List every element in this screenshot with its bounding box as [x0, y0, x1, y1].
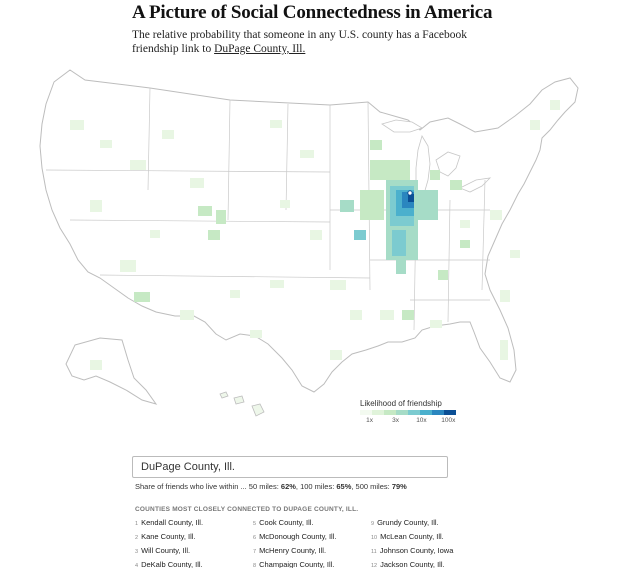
- list-item[interactable]: 2 Kane County, Ill.: [135, 532, 196, 541]
- legend-swatch: [420, 410, 432, 415]
- list-item[interactable]: 11 Johnson County, Iowa: [371, 546, 453, 555]
- list-item[interactable]: 12 Jackson County, Ill.: [371, 560, 445, 568]
- list-item[interactable]: 6 McDonough County, Ill.: [253, 532, 336, 541]
- list-item[interactable]: 9 Grundy County, Ill.: [371, 518, 439, 527]
- legend-tick-label: 10x: [416, 417, 427, 424]
- subtitle: The relative probability that someone in…: [132, 28, 512, 56]
- share-50-miles: 62%: [280, 482, 296, 491]
- county-fill-light: [70, 100, 560, 370]
- legend-tick-label: 3x: [392, 417, 399, 424]
- list-item[interactable]: 8 Champaign County, Ill.: [253, 560, 334, 568]
- list-item-county: Jackson County, Ill.: [380, 560, 445, 568]
- legend-swatch: [384, 410, 396, 415]
- list-item-county: DeKalb County, Ill.: [141, 560, 203, 568]
- share-sep-1: , 100 miles:: [295, 482, 337, 491]
- county-fill-medium: [134, 140, 470, 320]
- list-item-rank: 8: [253, 563, 257, 568]
- list-item-county: McHenry County, Ill.: [259, 546, 327, 555]
- legend-swatch: [360, 410, 372, 415]
- subtitle-text: The relative probability that someone in…: [132, 29, 468, 55]
- share-of-friends: Share of friends who live within ... 50 …: [135, 482, 407, 491]
- list-item-rank: 6: [253, 535, 257, 541]
- list-item-rank: 4: [135, 563, 139, 568]
- list-item[interactable]: 7 McHenry County, Ill.: [253, 546, 326, 555]
- list-item-rank: 10: [371, 535, 378, 541]
- list-item-rank: 2: [135, 535, 139, 541]
- subtitle-county-link[interactable]: DuPage County, Ill.: [214, 43, 306, 55]
- legend-swatch: [396, 410, 408, 415]
- county-fill-illinois: [340, 160, 438, 274]
- list-item[interactable]: 5 Cook County, Ill.: [253, 518, 314, 527]
- legend-color-scale: [360, 410, 456, 415]
- share-prefix: Share of friends who live within ... 50 …: [135, 482, 281, 491]
- list-item-rank: 11: [371, 549, 377, 555]
- list-item-county: McDonough County, Ill.: [259, 532, 337, 541]
- list-item-county: Kane County, Ill.: [141, 532, 196, 541]
- legend-swatch: [408, 410, 420, 415]
- list-item-county: Will County, Ill.: [141, 546, 191, 555]
- legend-swatch: [372, 410, 384, 415]
- list-item[interactable]: 4 DeKalb County, Ill.: [135, 560, 203, 568]
- legend-tick-label: 100x: [441, 417, 456, 424]
- legend-tick-label: 1x: [366, 417, 374, 424]
- map-legend: Likelihood of friendship 1x 3x 10x 100x: [360, 399, 460, 427]
- us-outline: [39, 69, 579, 417]
- list-item-rank: 12: [371, 563, 378, 568]
- list-item-rank: 7: [253, 549, 257, 555]
- list-item[interactable]: 1 Kendall County, Ill.: [135, 518, 203, 527]
- list-item-rank: 9: [371, 521, 375, 527]
- list-item-rank: 5: [253, 521, 257, 527]
- legend-ticks: 1x 3x 10x 100x: [360, 417, 456, 427]
- list-item[interactable]: 3 Will County, Ill.: [135, 546, 190, 555]
- connected-counties-heading: Counties most closely connected to DuPag…: [135, 506, 359, 513]
- list-item-county: McLean County, Ill.: [380, 532, 444, 541]
- us-county-map[interactable]: [30, 60, 605, 430]
- list-item-rank: 3: [135, 549, 139, 555]
- list-item-county: Champaign County, Ill.: [259, 560, 335, 568]
- legend-title: Likelihood of friendship: [360, 399, 442, 408]
- list-item-county: Cook County, Ill.: [259, 518, 314, 527]
- legend-swatch: [432, 410, 444, 415]
- legend-swatch: [444, 410, 456, 415]
- list-item-county: Grundy County, Ill.: [377, 518, 439, 527]
- list-item-county: Kendall County, Ill.: [141, 518, 204, 527]
- list-item-rank: 1: [135, 521, 139, 527]
- list-item-county: Johnson County, Iowa: [379, 546, 454, 555]
- share-100-miles: 65%: [336, 482, 352, 491]
- county-search-input[interactable]: [132, 456, 448, 478]
- page-title: A Picture of Social Connectedness in Ame…: [132, 2, 493, 23]
- share-sep-2: , 500 miles:: [351, 482, 392, 491]
- list-item[interactable]: 10 McLean County, Ill.: [371, 532, 444, 541]
- share-500-miles: 79%: [391, 482, 407, 491]
